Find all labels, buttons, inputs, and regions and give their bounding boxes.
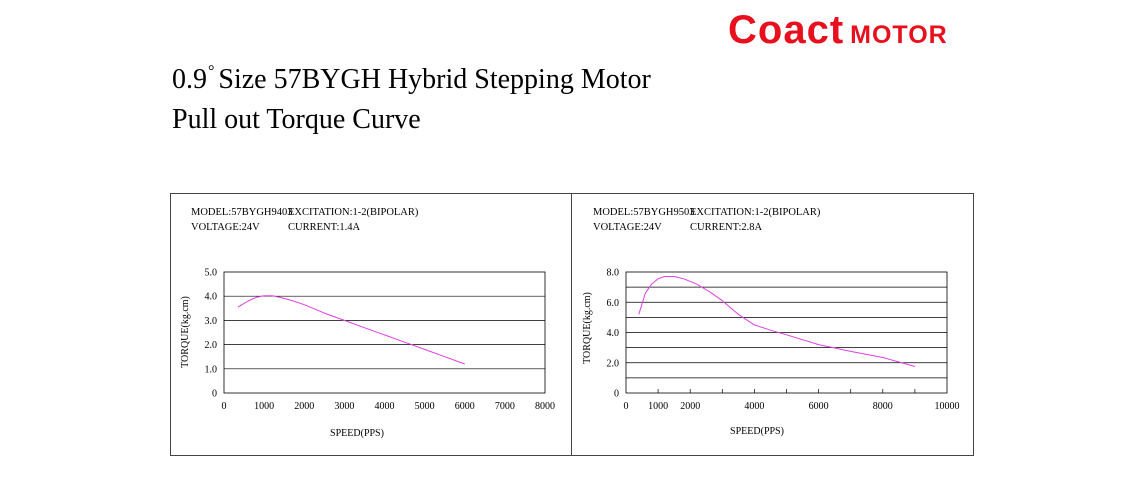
torque-chart-57bygh9403: MODEL:57BYGH9403 EXCITATION:1-2(BIPOLAR)…	[180, 207, 555, 439]
chart1-x-tick-label: 8000	[535, 401, 555, 412]
chart2-x-axis-label: SPEED(PPS)	[730, 426, 784, 437]
charts-divider	[571, 193, 572, 456]
chart1-spec: MODEL:57BYGH9403 EXCITATION:1-2(BIPOLAR)…	[191, 207, 419, 233]
brand-suffix: MOTOR	[850, 21, 948, 49]
charts-frame	[170, 193, 974, 456]
chart1-torque-line	[237, 295, 465, 365]
chart1-plot-area	[223, 271, 546, 394]
chart1-y-tick-label: 3.0	[205, 316, 218, 327]
chart1-voltage: VOLTAGE:24V	[191, 222, 260, 233]
chart1-x-tick-label: 3000	[334, 401, 354, 412]
brand-name: Coact	[728, 8, 845, 52]
title-degree-mark: °	[208, 63, 215, 80]
chart1-x-tick-label: 7000	[495, 401, 515, 412]
chart1-y-tick-label: 0	[212, 389, 217, 400]
chart1-x-axis-label: SPEED(PPS)	[330, 428, 384, 439]
chart2-x-tick-label: 1000	[648, 401, 668, 412]
chart1-x-tick-label: 1000	[254, 401, 274, 412]
chart1-y-tick-label: 2.0	[205, 340, 218, 351]
chart2-excitation: EXCITATION:1-2(BIPOLAR)	[690, 207, 821, 218]
chart2-x-tick-label: 6000	[809, 401, 829, 412]
chart1-y-axis-label: TORQUE(kg.cm)	[180, 296, 191, 368]
chart1-x-tick-label: 5000	[415, 401, 435, 412]
chart2-y-axis-label: TORQUE(kg.cm)	[582, 292, 593, 364]
chart2-x-tick-label: 0	[624, 401, 629, 412]
title-rest: Size 57BYGH Hybrid Stepping Motor	[218, 64, 651, 95]
chart2-y-tick-label: 8.0	[607, 268, 620, 279]
chart1-current: CURRENT:1.4A	[288, 222, 361, 233]
chart1-x-tick-label: 0	[222, 401, 227, 412]
chart2-x-tick-label: 4000	[744, 401, 764, 412]
chart1-y-tick-label: 5.0	[205, 268, 218, 279]
chart1-x-tick-label: 4000	[375, 401, 395, 412]
title-angle: 0.9	[172, 64, 207, 95]
chart2-x-tick-label: 2000	[680, 401, 700, 412]
chart2-y-tick-label: 2.0	[607, 358, 620, 369]
chart1-x-tick-label: 6000	[455, 401, 475, 412]
brand-logo: Coact MOTOR	[728, 8, 948, 53]
page-title: 0.9° Size 57BYGH Hybrid Stepping Motor	[172, 63, 651, 96]
chart1-model: MODEL:57BYGH9403	[191, 207, 293, 218]
chart2-x-tick-label: 10000	[935, 401, 960, 412]
chart2-y-tick-label: 4.0	[607, 328, 620, 339]
chart1-excitation: EXCITATION:1-2(BIPOLAR)	[288, 207, 419, 218]
chart1-y-tick-label: 4.0	[205, 292, 218, 303]
torque-chart-57bygh9503: MODEL:57BYGH9503 EXCITATION:1-2(BIPOLAR)…	[582, 207, 960, 437]
chart2-current: CURRENT:2.8A	[690, 222, 763, 233]
chart2-spec: MODEL:57BYGH9503 EXCITATION:1-2(BIPOLAR)…	[593, 207, 821, 233]
chart2-model: MODEL:57BYGH9503	[593, 207, 695, 218]
page-subtitle: Pull out Torque Curve	[172, 104, 421, 135]
chart1-y-tick-label: 1.0	[205, 364, 218, 375]
chart2-y-tick-label: 0	[614, 389, 619, 400]
chart1-x-tick-label: 2000	[294, 401, 314, 412]
chart2-y-tick-label: 6.0	[607, 298, 620, 309]
chart2-x-tick-label: 8000	[873, 401, 893, 412]
chart2-torque-line	[638, 276, 916, 367]
chart2-voltage: VOLTAGE:24V	[593, 222, 662, 233]
